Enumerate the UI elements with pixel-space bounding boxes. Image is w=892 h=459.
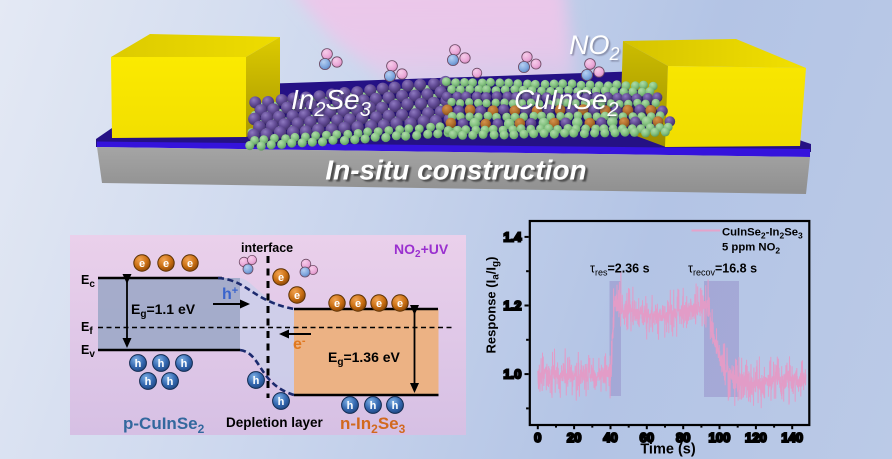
svg-text:NO2+UV: NO2+UV [394, 241, 449, 260]
svg-text:e: e [294, 290, 300, 302]
svg-text:h: h [167, 376, 174, 388]
svg-text:e: e [163, 258, 169, 270]
svg-text:1.4: 1.4 [503, 229, 522, 244]
svg-text:In-situ construction: In-situ construction [325, 155, 586, 186]
svg-text:p-CuInSe2: p-CuInSe2 [123, 414, 205, 436]
svg-text:e: e [334, 298, 340, 310]
svg-text:n-In2Se3: n-In2Se3 [340, 414, 406, 436]
svg-text:40: 40 [603, 430, 617, 445]
svg-text:τres=2.36 s: τres=2.36 s [590, 262, 650, 278]
svg-text:100: 100 [709, 430, 731, 445]
svg-text:In2Se3: In2Se3 [291, 84, 371, 121]
svg-text:0: 0 [534, 430, 541, 445]
svg-text:h: h [278, 396, 285, 408]
svg-text:In-situ construction: In-situ construction [328, 157, 589, 188]
svg-text:120: 120 [745, 430, 767, 445]
svg-text:NO2: NO2 [569, 30, 620, 64]
svg-text:e: e [278, 272, 284, 284]
svg-text:h: h [145, 376, 152, 388]
svg-text:h: h [392, 400, 399, 412]
svg-text:h: h [135, 358, 142, 370]
svg-text:e: e [139, 258, 145, 270]
svg-text:Depletion layer: Depletion layer [226, 415, 324, 430]
svg-text:h: h [158, 358, 165, 370]
svg-text:h: h [370, 400, 377, 412]
svg-text:e: e [397, 298, 403, 310]
svg-text:140: 140 [781, 430, 803, 445]
svg-text:Time (s): Time (s) [640, 442, 696, 458]
svg-text:60: 60 [640, 430, 654, 445]
svg-text:τrecov=16.8 s: τrecov=16.8 s [688, 262, 757, 278]
svg-text:1.0: 1.0 [503, 367, 521, 382]
svg-text:20: 20 [567, 430, 581, 445]
svg-text:5 ppm NO2: 5 ppm NO2 [722, 242, 780, 256]
svg-text:e: e [376, 298, 382, 310]
svg-text:Eg=1.1 eV: Eg=1.1 eV [131, 301, 196, 320]
svg-text:h: h [347, 400, 354, 412]
svg-text:e: e [187, 258, 193, 270]
svg-text:80: 80 [676, 430, 690, 445]
svg-text:interface: interface [241, 241, 293, 255]
svg-text:h: h [181, 358, 188, 370]
svg-text:Response (Ia/Ig): Response (Ia/Ig) [484, 257, 502, 354]
svg-text:e: e [355, 298, 361, 310]
svg-text:CuInSe2: CuInSe2 [516, 86, 621, 123]
svg-text:In2Se3: In2Se3 [293, 86, 373, 123]
svg-text:CuInSe2: CuInSe2 [514, 84, 619, 121]
svg-text:1.2: 1.2 [503, 298, 521, 313]
svg-text:h: h [253, 375, 260, 387]
svg-text:CuInSe2-In2Se3: CuInSe2-In2Se3 [722, 227, 803, 241]
svg-text:Eg=1.36 eV: Eg=1.36 eV [328, 349, 401, 368]
